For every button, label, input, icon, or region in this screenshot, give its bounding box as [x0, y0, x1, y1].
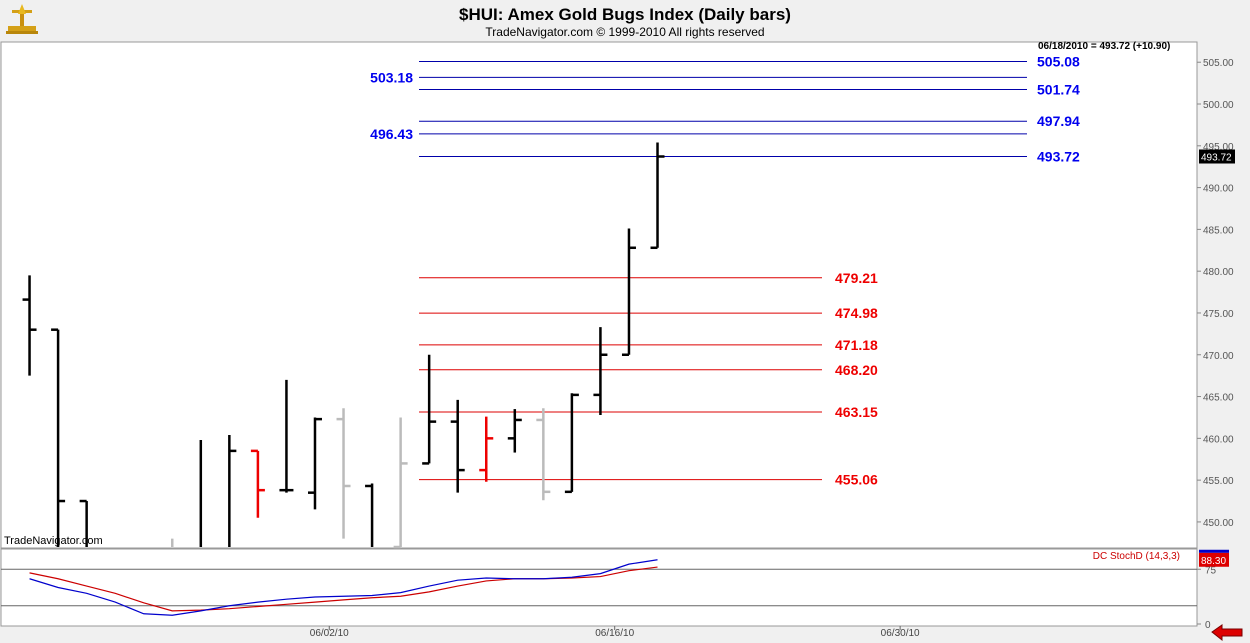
y-tick-label: 470.00 — [1203, 351, 1234, 362]
oscillator-panel — [0, 548, 1198, 627]
y-axis-ticks: 505.00 500.00 495.00 490.00 485.00 480.00 475.… — [1197, 58, 1234, 529]
x-axis-ticks: 06/02/10 06/16/10 06/30/10 — [310, 626, 920, 639]
scroll-left-arrow-icon[interactable] — [1211, 624, 1243, 642]
ohlc-bar — [621, 228, 636, 357]
level-label-support: 455.06 — [835, 472, 878, 488]
osc-tick-label: 75 — [1205, 565, 1217, 576]
x-tick-label: 06/02/10 — [310, 628, 349, 639]
oscillator-label: DC StochD (14,3,3) — [1093, 551, 1180, 562]
ohlc-bar — [507, 409, 522, 453]
ohlc-bar — [22, 275, 37, 376]
ohlc-bar — [279, 379, 294, 493]
level-label-left: 503.18 — [370, 69, 413, 85]
last-bar-info: 06/18/2010 = 493.72 (+10.90) — [1038, 41, 1170, 52]
y-tick-label: 475.00 — [1203, 309, 1234, 320]
level-label-resistance: 497.94 — [1037, 113, 1080, 129]
y-tick-label: 455.00 — [1203, 476, 1234, 487]
ohlc-bar — [393, 417, 408, 549]
price-panel — [0, 41, 1198, 549]
ohlc-bar — [479, 416, 494, 482]
osc-badge-bg — [1199, 552, 1229, 567]
ohlc-bar — [450, 399, 465, 493]
oscillator-plot: 75 0 88.30 — [1, 549, 1229, 631]
ohlc-bar — [307, 417, 322, 510]
y-tick-label: 495.00 — [1203, 142, 1234, 153]
ohlc-bar — [536, 408, 551, 501]
y-tick-label: 450.00 — [1203, 518, 1234, 529]
level-label-support: 468.20 — [835, 362, 878, 378]
level-label-resistance: 501.74 — [1037, 81, 1080, 97]
level-label-resistance: 505.08 — [1037, 54, 1080, 70]
ohlc-bar — [250, 449, 265, 518]
y-tick-label: 500.00 — [1203, 100, 1234, 111]
y-tick-label: 490.00 — [1203, 184, 1234, 195]
y-tick-label: 505.00 — [1203, 58, 1234, 69]
ohlc-bar — [79, 499, 88, 547]
level-label-resistance: 493.72 — [1037, 149, 1080, 165]
level-label-support: 463.15 — [835, 404, 878, 420]
ohlc-bar — [365, 483, 374, 547]
y-tick-label: 485.00 — [1203, 225, 1234, 236]
ohlc-bar — [228, 435, 237, 547]
ohlc-bar — [593, 327, 608, 415]
last-price-badge-bg — [1199, 149, 1235, 164]
osc-badge-d-marker — [1199, 549, 1229, 553]
tradenavigator-logo-icon — [6, 4, 38, 34]
osc-badge-text: 88.30 — [1201, 556, 1226, 567]
chart-title: $HUI: Amex Gold Bugs Index (Daily bars) — [459, 5, 791, 24]
chart-subtitle: TradeNavigator.com © 1999-2010 All right… — [485, 25, 764, 39]
level-label-left: 496.43 — [370, 126, 413, 142]
y-tick-label: 465.00 — [1203, 393, 1234, 404]
level-label-support: 471.18 — [835, 337, 878, 353]
ohlc-bar — [336, 408, 351, 539]
y-tick-label: 480.00 — [1203, 267, 1234, 278]
ohlc-bar — [564, 393, 579, 494]
stoch-k-line — [29, 559, 658, 616]
level-label-support: 479.21 — [835, 270, 878, 286]
level-labels: 503.18 496.43 505.08 501.74 497.94 493.72 479.… — [370, 54, 1080, 488]
ohlc-bars — [22, 142, 665, 549]
last-price-badge-text: 493.72 — [1201, 153, 1232, 164]
ohlc-bar — [422, 354, 437, 465]
level-label-support: 474.98 — [835, 305, 878, 321]
x-tick-label: 06/16/10 — [595, 628, 634, 639]
watermark: TradeNavigator.com — [4, 535, 103, 547]
osc-tick-label: 0 — [1205, 620, 1211, 631]
last-price-badge: 493.72 — [1199, 149, 1235, 164]
ohlc-bar — [51, 328, 66, 547]
ohlc-bar — [650, 142, 665, 250]
y-tick-label: 460.00 — [1203, 434, 1234, 445]
x-tick-label: 06/30/10 — [881, 628, 920, 639]
